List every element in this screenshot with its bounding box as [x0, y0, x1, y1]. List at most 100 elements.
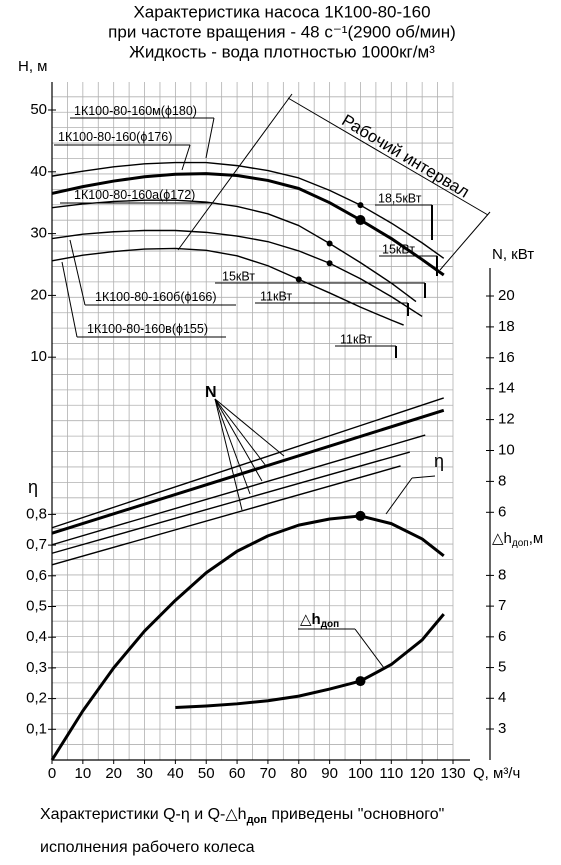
- curve: [51, 408, 445, 535]
- y-tick-label: 0,3: [26, 659, 47, 676]
- curve: [51, 161, 445, 259]
- curve: [51, 397, 444, 529]
- x-tick-label: 20: [105, 765, 122, 782]
- y-tick-label: 18: [498, 318, 515, 335]
- series-name: η: [434, 451, 444, 471]
- series-name: 1К100-80-160б(ϕ166): [95, 290, 217, 304]
- point-marker: [326, 260, 333, 267]
- y-tick-label: 40: [30, 163, 47, 180]
- dimension-extension: [439, 211, 491, 271]
- curve: [51, 465, 401, 566]
- y-tick-label: 6: [498, 628, 506, 645]
- axis-label-text: H, м: [18, 58, 47, 75]
- leader-line: [205, 117, 215, 159]
- y-tick-label: 0,7: [26, 536, 47, 553]
- point-marker: [295, 276, 302, 283]
- leader-line: [181, 144, 191, 171]
- axis-label-sub: доп: [512, 538, 529, 549]
- x-tick-label: 30: [136, 765, 153, 782]
- curve: [51, 172, 445, 277]
- annotation: Рабочий интервал: [338, 111, 472, 202]
- curve: [51, 229, 423, 318]
- annotation: 11кВт: [340, 332, 372, 346]
- series-label: 1К100-80-160в(ϕ155): [87, 322, 208, 336]
- x-tick-label: 60: [229, 765, 246, 782]
- series-label: η: [434, 451, 444, 471]
- annotation: 18,5кВт: [378, 191, 422, 205]
- axis-label-text: N, кВт: [492, 246, 534, 263]
- y-axis-label: H, м: [18, 58, 47, 75]
- y-tick-label: 0,8: [26, 505, 47, 522]
- y-tick-label: 50: [30, 101, 47, 118]
- y-axis-label: △hдоп,м: [492, 530, 543, 549]
- x-tick-label: 80: [290, 765, 307, 782]
- x-tick-label: 70: [260, 765, 277, 782]
- point-marker: [355, 215, 366, 226]
- series-label: 1К100-80-160а(ϕ172): [74, 188, 195, 202]
- series-name-sub: доп: [321, 619, 340, 630]
- curve: [50, 514, 445, 761]
- y-tick-label: 0,5: [26, 597, 47, 614]
- annotation: N: [205, 384, 217, 401]
- axis-label-suffix: ,м: [529, 530, 543, 547]
- axis-label-text: η: [28, 477, 38, 497]
- annotation-leader: [214, 398, 251, 495]
- x-axis-label: Q, м³/ч: [473, 765, 520, 782]
- y-tick-label: 0,4: [26, 628, 47, 645]
- title-line: при частоте вращения - 48 с⁻¹(2900 об/ми…: [108, 22, 456, 41]
- x-tick-label: 90: [321, 765, 338, 782]
- y-tick-label: 5: [498, 659, 506, 676]
- point-marker: [326, 240, 333, 247]
- x-tick-label: 100: [348, 765, 373, 782]
- footer-part: Характеристики Q-η и Q-△h: [40, 806, 247, 823]
- y-tick-label: 30: [30, 225, 47, 242]
- y-axis-label: N, кВт: [492, 246, 534, 263]
- x-tick-label: 110: [379, 765, 403, 782]
- curve: [51, 247, 404, 326]
- annotation-leader: [214, 398, 285, 457]
- y-tick-label: 8: [498, 472, 506, 489]
- annotation-leader: [214, 398, 263, 482]
- leader-line: [69, 239, 86, 306]
- x-tick-label: 130: [440, 765, 465, 782]
- curve: [51, 199, 417, 303]
- y-tick-label: 6: [498, 503, 506, 520]
- series-label: 1К100-80-160б(ϕ166): [95, 290, 217, 304]
- y-tick-label: 0,6: [26, 567, 47, 584]
- dimension-line: [287, 97, 489, 216]
- title-line: Жидкость - вода плотностью 1000кг/м³: [129, 42, 435, 61]
- leader-line: [411, 475, 436, 479]
- x-tick-label: 0: [48, 765, 56, 782]
- leader-line: [385, 477, 413, 515]
- footer-part: приведены "основного": [267, 806, 444, 823]
- axis-label-text: △h: [492, 530, 512, 547]
- point-marker: [355, 676, 366, 687]
- curve: [51, 451, 411, 554]
- x-tick-label: 40: [167, 765, 184, 782]
- y-tick-label: 16: [498, 349, 515, 366]
- annotation: 15кВт: [222, 269, 255, 283]
- y-tick-label: 20: [498, 287, 515, 304]
- y-tick-label: 7: [498, 597, 506, 614]
- y-tick-label: 0,1: [26, 720, 47, 737]
- annotation: 15кВт: [382, 242, 415, 256]
- y-tick-label: 0,2: [26, 690, 47, 707]
- curve: [175, 613, 445, 709]
- footer-line: Характеристики Q-η и Q-△hдоп приведены "…: [40, 806, 444, 826]
- y-tick-label: 4: [498, 689, 506, 706]
- series-name: 1К100-80-160в(ϕ155): [87, 322, 208, 336]
- series-name: 1К100-80-160(ϕ176): [58, 130, 172, 144]
- point-marker: [357, 202, 364, 209]
- leader-line: [61, 261, 78, 338]
- leader-line: [354, 628, 385, 669]
- curve: [51, 434, 426, 546]
- x-tick-label: 10: [75, 765, 92, 782]
- title-line: Характеристика насоса 1К100-80-160: [133, 2, 430, 21]
- series-label: 1К100-80-160м(ϕ180): [74, 104, 197, 118]
- series-label: △hдоп: [300, 611, 339, 630]
- y-tick-label: 8: [498, 566, 506, 583]
- annotation-leader: [214, 398, 267, 467]
- series-name: 1К100-80-160м(ϕ180): [74, 104, 197, 118]
- point-marker: [355, 510, 366, 521]
